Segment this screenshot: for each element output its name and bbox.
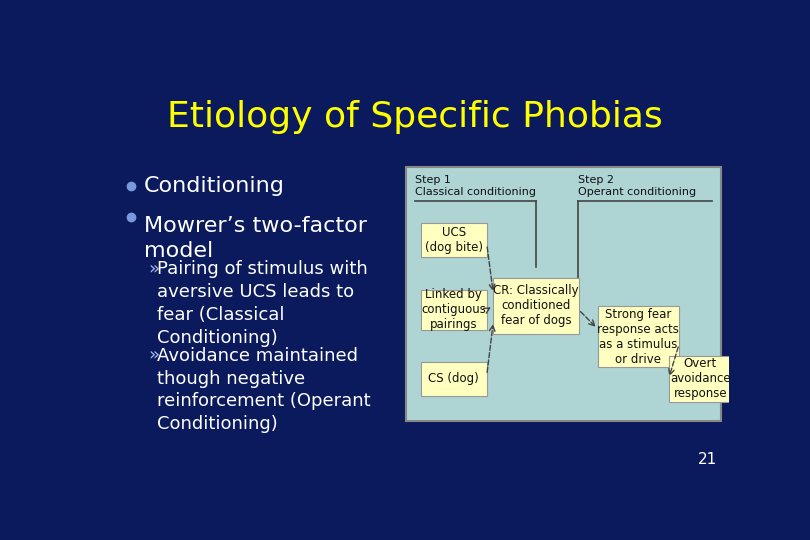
Text: Pairing of stimulus with
aversive UCS leads to
fear (Classical
Conditioning): Pairing of stimulus with aversive UCS le… — [157, 260, 368, 347]
FancyBboxPatch shape — [598, 306, 679, 367]
FancyBboxPatch shape — [421, 224, 487, 257]
Text: Step 2
Operant conditioning: Step 2 Operant conditioning — [578, 175, 696, 197]
Text: CR: Classically
conditioned
fear of dogs: CR: Classically conditioned fear of dogs — [493, 284, 579, 327]
FancyBboxPatch shape — [493, 278, 578, 334]
Text: »: » — [147, 260, 159, 279]
Text: Avoidance maintained
though negative
reinforcement (Operant
Conditioning): Avoidance maintained though negative rei… — [157, 347, 371, 433]
FancyBboxPatch shape — [421, 289, 487, 330]
Text: Strong fear
response acts
as a stimulus
or drive: Strong fear response acts as a stimulus … — [598, 308, 680, 366]
Text: Etiology of Specific Phobias: Etiology of Specific Phobias — [167, 100, 663, 134]
Text: »: » — [147, 347, 159, 364]
Text: 21: 21 — [698, 452, 718, 467]
FancyBboxPatch shape — [668, 356, 732, 402]
Text: CS (dog): CS (dog) — [428, 373, 480, 386]
Text: Overt
avoidance
response: Overt avoidance response — [670, 357, 731, 401]
FancyBboxPatch shape — [406, 167, 721, 421]
Text: Linked by
contiguous
pairings: Linked by contiguous pairings — [421, 288, 486, 331]
Text: UCS
(dog bite): UCS (dog bite) — [425, 226, 483, 254]
Text: Step 1
Classical conditioning: Step 1 Classical conditioning — [415, 175, 536, 197]
Text: Conditioning: Conditioning — [144, 177, 285, 197]
Text: Mowrer’s two-factor
model: Mowrer’s two-factor model — [144, 215, 367, 260]
FancyBboxPatch shape — [421, 362, 487, 396]
